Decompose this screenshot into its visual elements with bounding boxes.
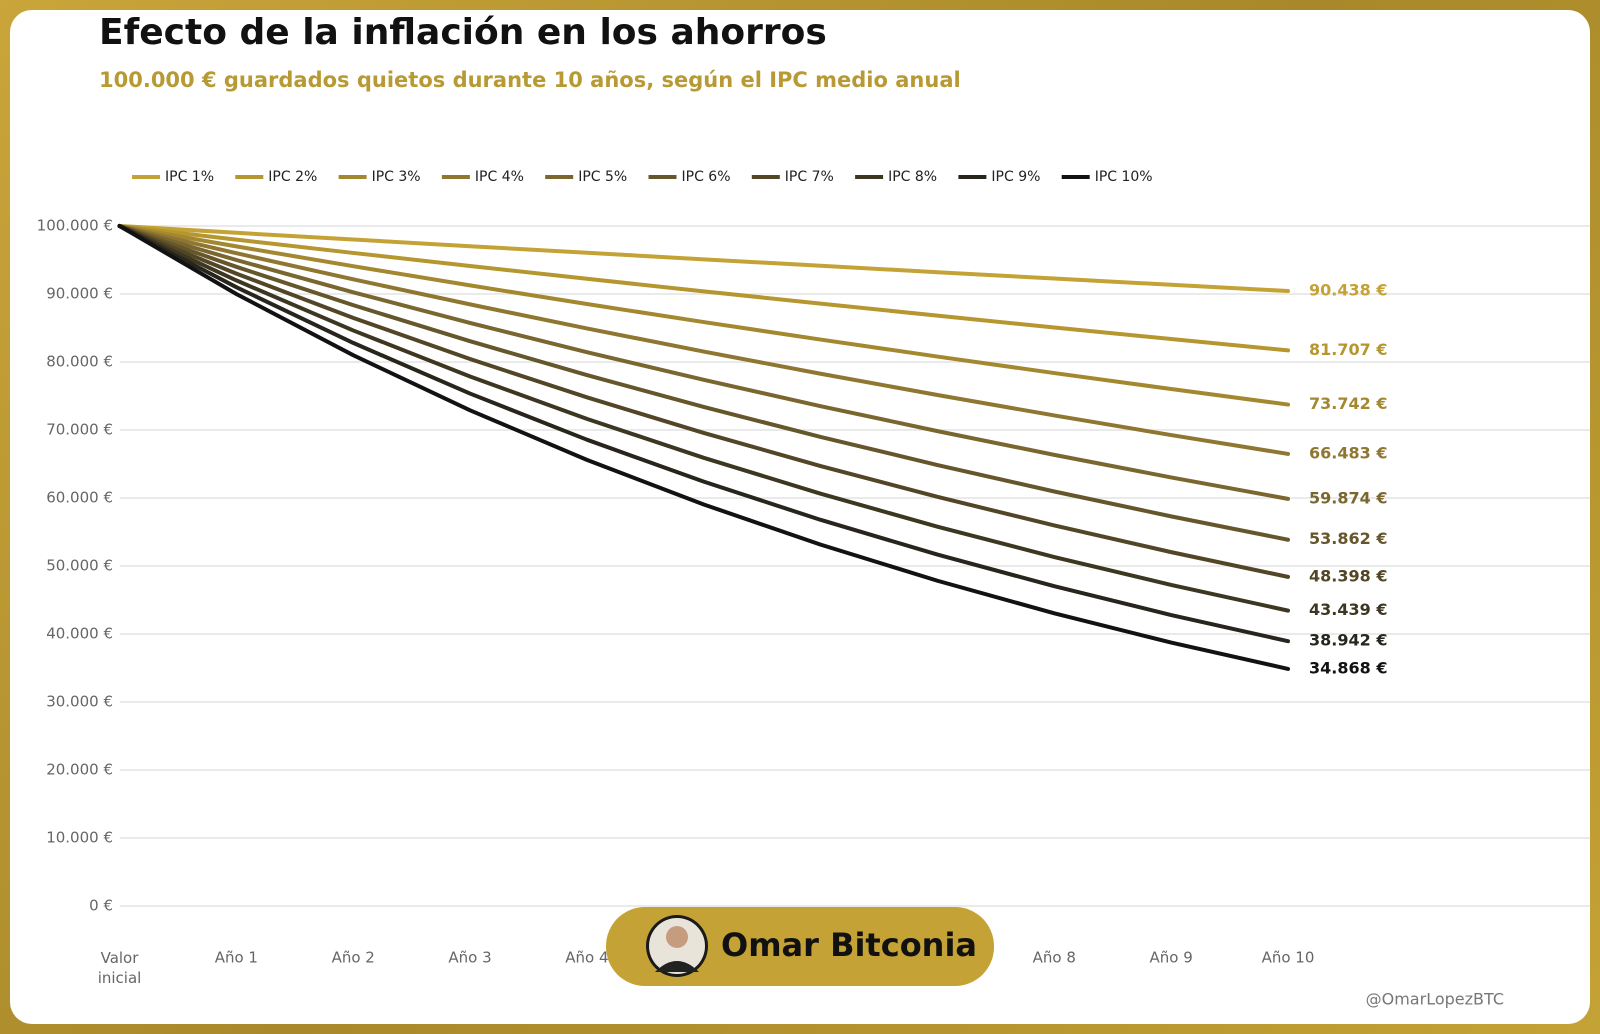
legend-label: IPC 4% xyxy=(475,169,524,185)
x-tick-label: Año 8 xyxy=(1033,949,1076,967)
badge: Omar Bitconia xyxy=(606,907,994,986)
y-tick-label: 30.000 € xyxy=(46,693,113,711)
grid: 0 € 10.000 € 20.000 € 30.000 € 40.000 € 50.00… xyxy=(37,217,1590,987)
y-tick-label: 50.000 € xyxy=(46,557,113,575)
legend-label: IPC 5% xyxy=(578,169,627,185)
legend-label: IPC 3% xyxy=(372,169,421,185)
value-label: 73.742 € xyxy=(1309,394,1387,413)
x-tick-label: Valor inicial xyxy=(98,949,142,987)
value-label: 59.874 € xyxy=(1309,488,1387,507)
y-tick-label: 90.000 € xyxy=(46,285,113,303)
lines: 90.438 € 81.707 € 73.742 € 66.483 € 59.874 €… xyxy=(117,224,1387,677)
x-tick-label: Año 4 xyxy=(565,949,608,967)
legend-label: IPC 10% xyxy=(1095,169,1153,185)
chart: Efecto de la inflación en los ahorros 10… xyxy=(37,12,1590,1009)
value-label: 43.439 € xyxy=(1309,600,1387,619)
series-line xyxy=(117,224,1290,542)
badge-name: Omar Bitconia xyxy=(721,926,977,964)
y-tick-label: 60.000 € xyxy=(46,489,113,507)
series-line xyxy=(117,224,1290,644)
series-line xyxy=(117,224,1290,613)
series-line xyxy=(117,224,1290,407)
series-line xyxy=(117,224,1290,579)
chart-title: Efecto de la inflación en los ahorros xyxy=(99,12,827,53)
legend: IPC 1% IPC 2% IPC 3% IPC 4% IPC 5% IPC 6% IPC … xyxy=(132,169,1153,185)
value-label: 66.483 € xyxy=(1309,443,1387,462)
y-tick-label: 80.000 € xyxy=(46,353,113,371)
y-tick-label: 0 € xyxy=(89,897,113,915)
handle: @OmarLopezBTC xyxy=(1366,990,1504,1009)
x-tick-label: Año 1 xyxy=(215,949,258,967)
y-tick-label: 20.000 € xyxy=(46,761,113,779)
x-tick-label: Año 9 xyxy=(1150,949,1193,967)
value-label: 81.707 € xyxy=(1309,340,1387,359)
series-line xyxy=(117,224,1290,456)
chart-subtitle: 100.000 € guardados quietos durante 10 a… xyxy=(99,68,961,92)
series-line xyxy=(117,224,1290,501)
x-tick-label: Año 3 xyxy=(448,949,491,967)
y-tick-label: 100.000 € xyxy=(37,217,113,235)
value-label: 53.862 € xyxy=(1309,529,1387,548)
legend-label: IPC 1% xyxy=(165,169,214,185)
value-label: 38.942 € xyxy=(1309,631,1387,650)
legend-label: IPC 2% xyxy=(268,169,317,185)
legend-label: IPC 8% xyxy=(888,169,937,185)
y-tick-label: 70.000 € xyxy=(46,421,113,439)
value-label: 90.438 € xyxy=(1309,281,1387,300)
y-tick-label: 10.000 € xyxy=(46,829,113,847)
avatar-body xyxy=(655,961,699,972)
legend-label: IPC 7% xyxy=(785,169,834,185)
card: Efecto de la inflación en los ahorros 10… xyxy=(10,10,1590,1024)
x-tick-label: Año 10 xyxy=(1262,949,1315,967)
value-label: 34.868 € xyxy=(1309,658,1387,677)
badge-bg xyxy=(606,907,994,986)
x-tick-label: Año 2 xyxy=(332,949,375,967)
series-line xyxy=(117,224,1290,294)
avatar-head xyxy=(666,926,688,948)
y-tick-label: 40.000 € xyxy=(46,625,113,643)
series-line xyxy=(117,224,1290,353)
legend-label: IPC 9% xyxy=(991,169,1040,185)
value-label: 48.398 € xyxy=(1309,566,1387,585)
legend-label: IPC 6% xyxy=(682,169,731,185)
series-line xyxy=(117,224,1290,671)
